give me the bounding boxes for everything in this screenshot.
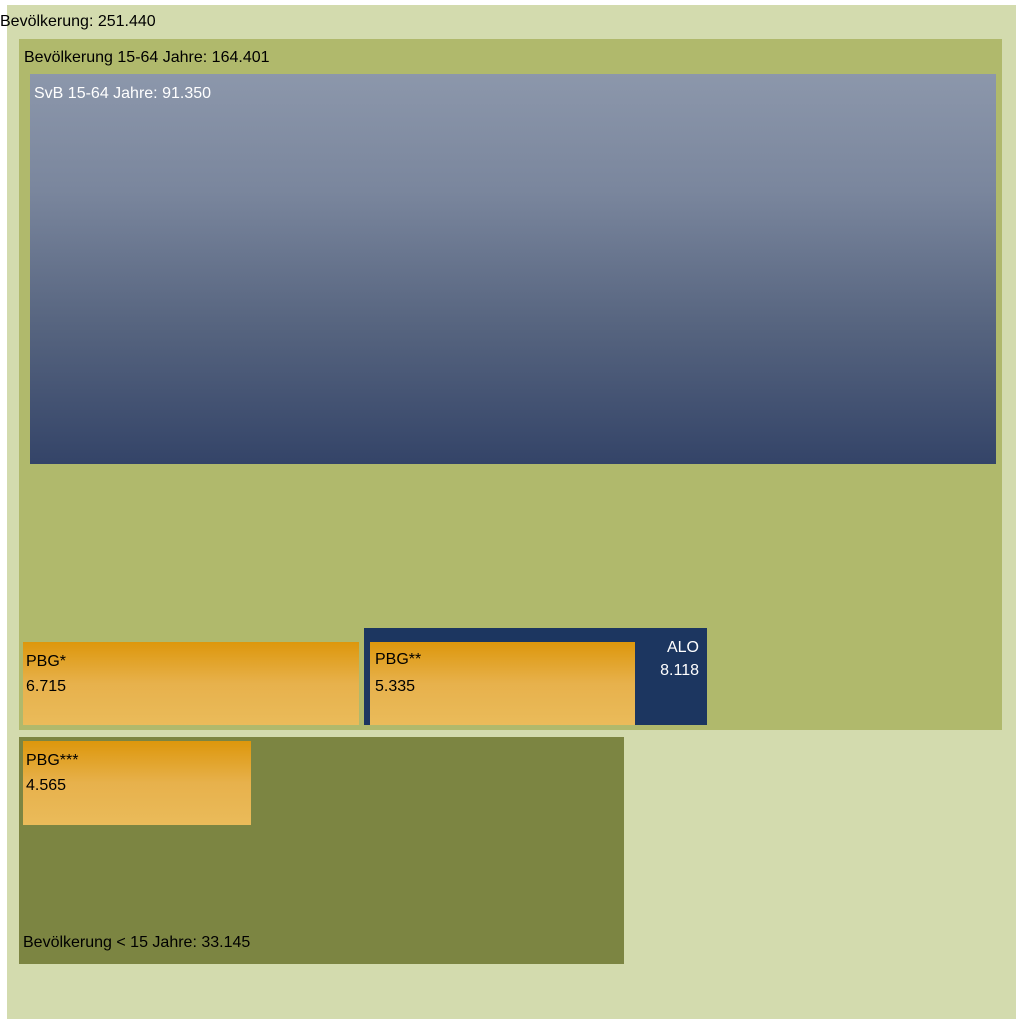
pbg2-name: PBG**: [375, 651, 422, 668]
svb-area: SvB 15-64 Jahre: 91.350: [30, 74, 996, 464]
pbg2-area: PBG** 5.335: [370, 642, 635, 725]
alo-name: ALO: [666, 639, 699, 656]
under-15-population-label: Bevölkerung < 15 Jahre: 33.145: [23, 934, 251, 951]
pbg2-value: 5.335: [375, 678, 416, 695]
pbg3-name: PBG***: [26, 752, 79, 769]
pbg1-name: PBG*: [26, 653, 67, 670]
pbg3-value: 4.565: [26, 777, 67, 794]
svb-label: SvB 15-64 Jahre: 91.350: [34, 85, 212, 102]
pbg1-value: 6.715: [26, 678, 67, 695]
alo-value: 8.118: [660, 662, 699, 679]
pbg3-area: PBG*** 4.565: [23, 741, 251, 825]
total-population-label: Bevölkerung: 251.440: [0, 13, 156, 30]
pbg1-area: PBG* 6.715: [23, 642, 359, 725]
working-age-population-label: Bevölkerung 15-64 Jahre: 164.401: [24, 49, 270, 66]
